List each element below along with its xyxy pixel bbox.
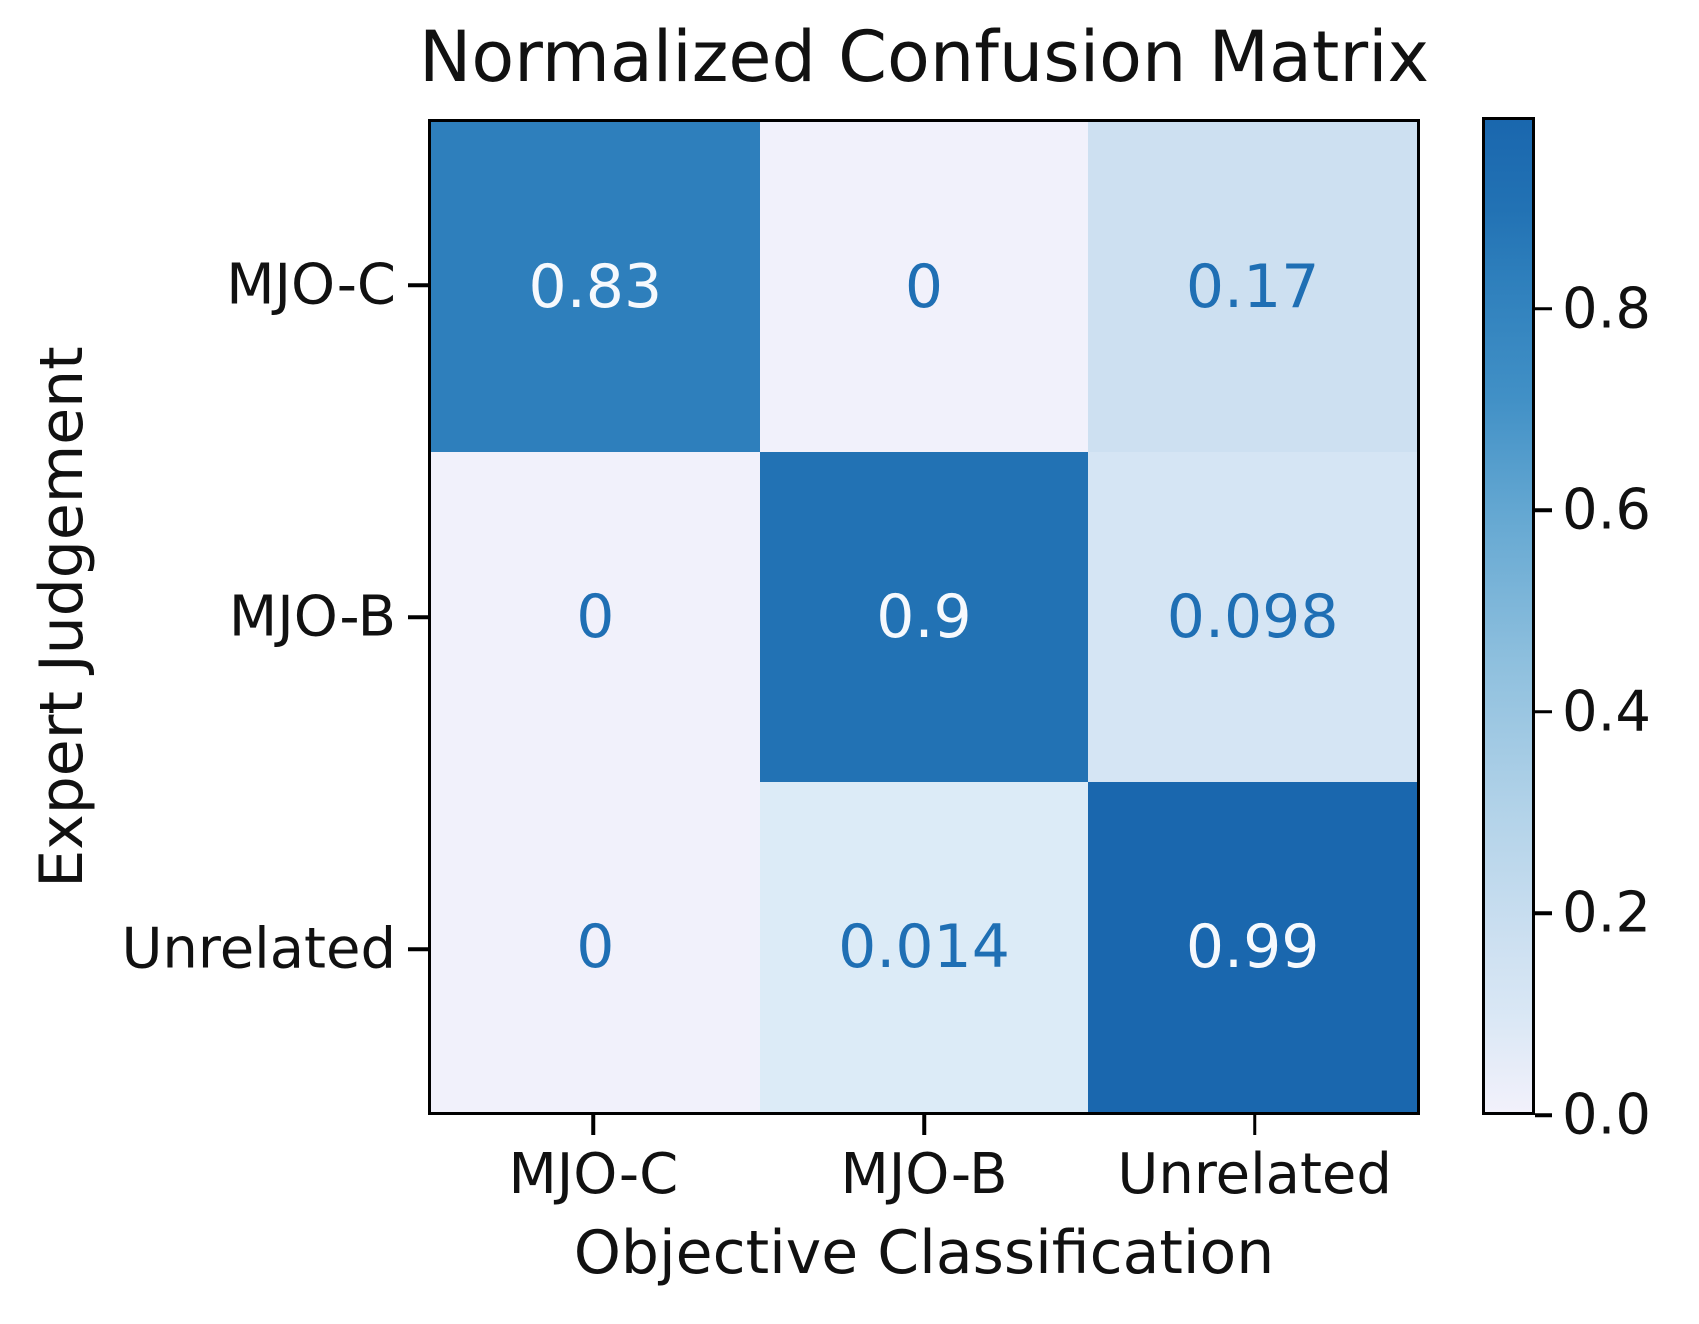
colorbar-tick-label: 0.2 [1562,880,1652,946]
colorbar-tick-mark [1535,508,1552,512]
matrix-cell: 0 [431,452,760,782]
matrix-cell: 0.83 [431,122,760,452]
x-tick-mark [1252,1115,1257,1135]
colorbar-tick-mark [1535,710,1552,714]
x-tick-label: Unrelated [1117,1142,1392,1207]
cell-value: 0.83 [528,252,663,322]
colorbar-tick-mark [1535,306,1552,311]
colorbar-tick-label: 0.6 [1562,477,1652,543]
matrix-cell: 0 [431,782,760,1112]
y-tick-mark [408,615,428,619]
matrix-cell: 0.098 [1088,452,1417,782]
cell-value: 0.098 [1166,582,1339,652]
cell-value: 0 [576,582,615,652]
cell-value: 0.9 [876,582,972,652]
chart-title: Normalized Confusion Matrix [418,16,1430,98]
y-tick-mark [408,283,428,287]
cell-value: 0.99 [1185,912,1320,982]
cell-value: 0.014 [838,912,1010,982]
heatmap-grid: 0.83 0 0.17 0 0.9 0.098 0 0.014 0.99 [428,119,1420,1115]
colorbar-tick-label: 0.0 [1562,1082,1652,1148]
cell-value: 0 [576,912,615,982]
matrix-cell: 0.17 [1088,122,1417,452]
x-tick-label: MJO-B [840,1142,1008,1207]
x-tick-label: MJO-C [508,1142,679,1207]
matrix-cell: 0.9 [759,452,1089,782]
colorbar-tick-mark [1535,1113,1552,1117]
matrix-cell: 0.99 [1088,782,1417,1112]
y-tick-label: MJO-B [228,584,396,650]
y-axis-label: Expert Judgement [27,346,97,888]
matrix-cell: 0.014 [759,782,1089,1112]
x-tick-mark [922,1115,926,1135]
x-tick-mark [591,1115,596,1135]
colorbar-tick-label: 0.8 [1562,276,1652,342]
cell-value: 0 [904,252,944,322]
cell-value: 0.17 [1185,252,1320,322]
colorbar [1482,117,1535,1115]
y-tick-label: MJO-C [226,252,396,318]
y-tick-label: Unrelated [121,916,396,982]
colorbar-tick-mark [1535,911,1552,916]
x-axis-label: Objective Classification [573,1218,1275,1288]
matrix-cell: 0 [759,122,1089,452]
colorbar-tick-label: 0.4 [1562,679,1652,745]
y-tick-mark [408,947,428,951]
